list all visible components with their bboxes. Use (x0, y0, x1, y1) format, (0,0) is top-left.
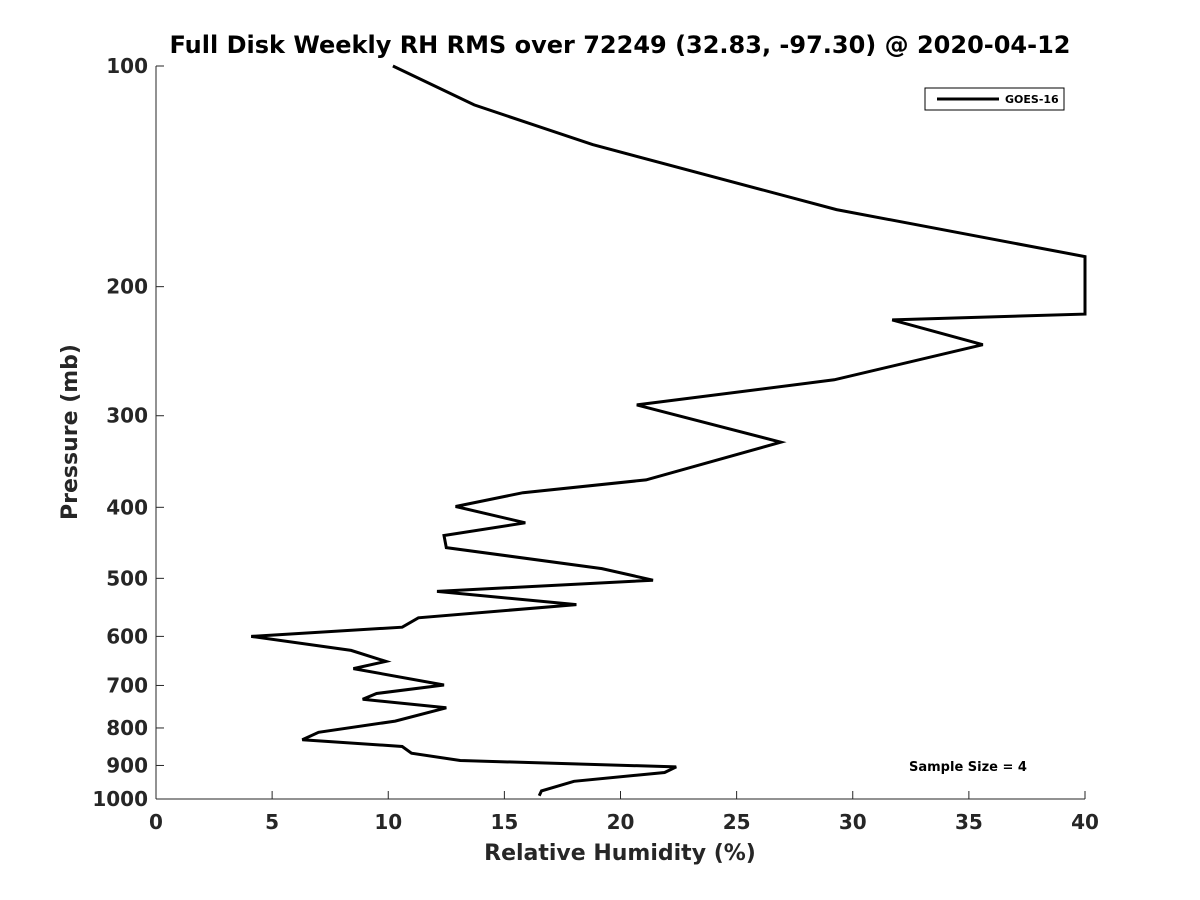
x-ticks: 0 5 10 15 20 25 30 35 40 (149, 791, 1099, 834)
x-tick-label: 25 (723, 810, 751, 834)
y-tick-label: 500 (106, 566, 148, 590)
y-tick-label: 600 (106, 624, 148, 648)
y-axis-label: Pressure (mb) (58, 344, 83, 520)
y-tick-label: 800 (106, 716, 148, 740)
y-tick-label: 100 (106, 54, 148, 78)
chart-title: Full Disk Weekly RH RMS over 72249 (32.8… (169, 31, 1070, 59)
y-ticks: 100 200 300 400 500 600 700 800 900 1000 (92, 54, 164, 811)
x-tick-label: 40 (1071, 810, 1099, 834)
x-tick-label: 30 (839, 810, 867, 834)
x-tick-label: 20 (607, 810, 635, 834)
legend-label-goes-16: GOES-16 (1005, 93, 1059, 106)
x-tick-label: 15 (490, 810, 518, 834)
x-tick-label: 35 (955, 810, 983, 834)
x-axis-label: Relative Humidity (%) (484, 841, 756, 866)
x-tick-label: 0 (149, 810, 163, 834)
series-layer (250, 64, 1087, 797)
y-tick-label: 1000 (92, 787, 148, 811)
y-tick-label: 200 (106, 275, 148, 299)
sample-size-annotation: Sample Size = 4 (909, 760, 1027, 775)
y-tick-label: 400 (106, 495, 148, 519)
x-tick-label: 5 (265, 810, 279, 834)
y-tick-label: 300 (106, 404, 148, 428)
y-tick-label: 900 (106, 753, 148, 777)
y-tick-label: 700 (106, 673, 148, 697)
plot-area (155, 66, 1085, 800)
legend: GOES-16 (924, 87, 1065, 111)
x-tick-label: 10 (374, 810, 402, 834)
series-line-goes-16 (250, 64, 1087, 797)
